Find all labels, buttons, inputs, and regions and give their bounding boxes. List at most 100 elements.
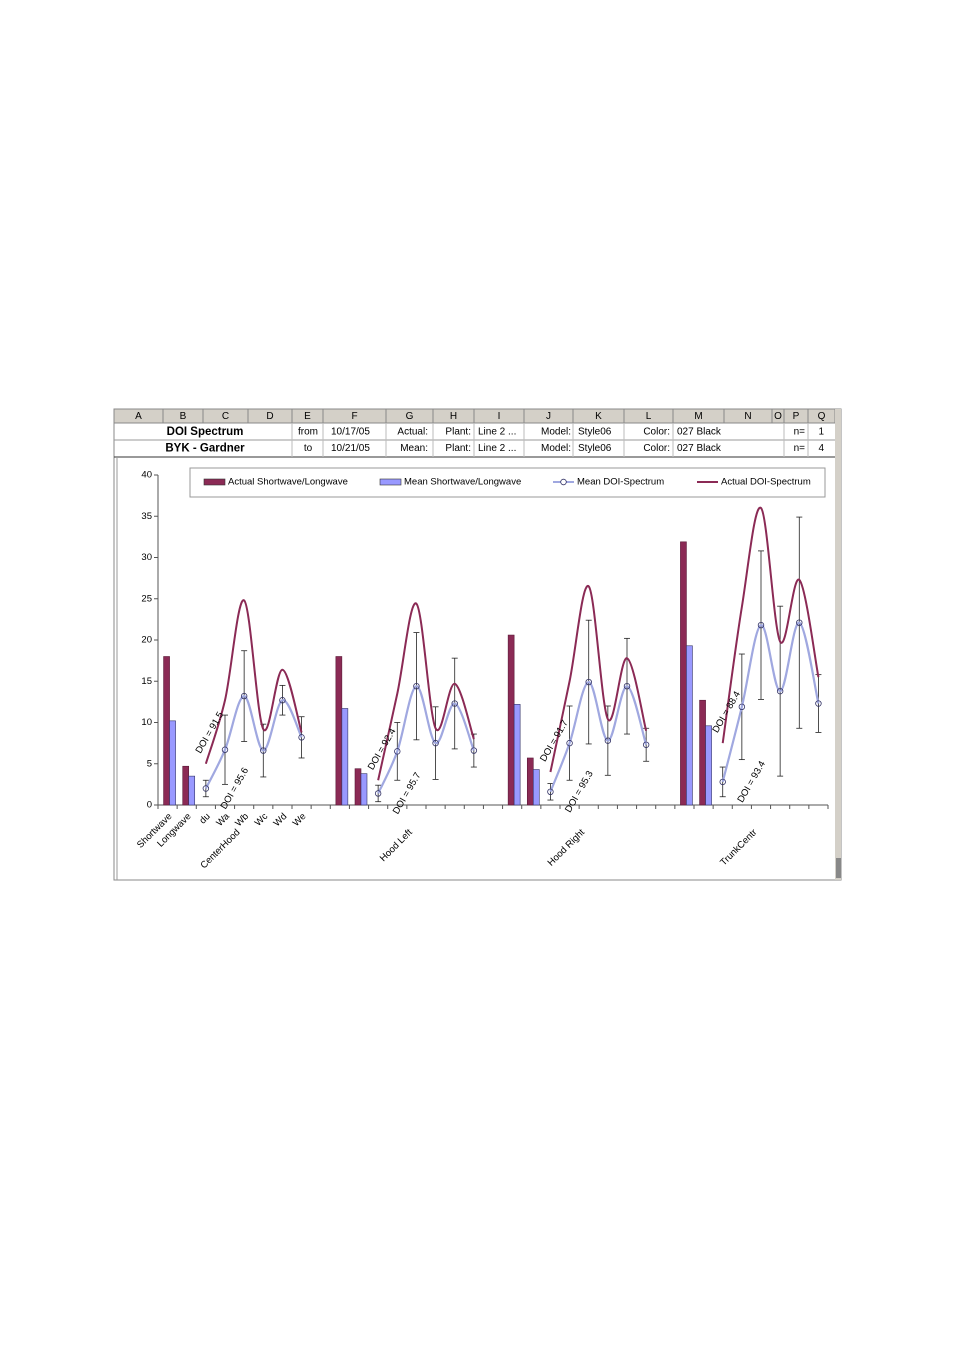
scroll-thumb[interactable] xyxy=(836,858,841,878)
scrollbar[interactable] xyxy=(835,409,841,880)
column-header: C xyxy=(222,411,229,422)
column-header: P xyxy=(793,411,800,422)
point xyxy=(240,692,248,700)
point xyxy=(738,703,746,711)
bar xyxy=(163,656,170,806)
y-tick-label: 15 xyxy=(141,676,152,687)
legend-label: Mean DOI-Spectrum xyxy=(577,477,664,488)
cell: BYK - Gardner xyxy=(165,443,245,455)
cell: Plant: xyxy=(445,427,471,438)
cell: 027 Black xyxy=(677,443,722,454)
bar xyxy=(699,699,706,806)
cell: Plant: xyxy=(445,443,471,454)
point xyxy=(815,700,822,707)
cell: 027 Black xyxy=(677,427,722,438)
legend-label: Actual DOI-Spectrum xyxy=(721,477,811,488)
column-header: B xyxy=(180,411,187,422)
cell: Model: xyxy=(541,443,571,454)
series-line xyxy=(204,506,820,781)
point xyxy=(757,621,765,629)
cell: 1 xyxy=(818,427,824,438)
cell: Style06 xyxy=(578,427,612,438)
series-line xyxy=(204,621,820,794)
legend-marker xyxy=(560,478,567,486)
y-tick-label: 25 xyxy=(141,593,152,604)
legend-swatch xyxy=(203,478,226,486)
point xyxy=(413,683,420,690)
point xyxy=(432,739,439,747)
y-tick-label: 30 xyxy=(141,552,152,563)
bar xyxy=(526,757,534,806)
cell: 4 xyxy=(818,443,824,454)
point xyxy=(221,746,229,753)
cell: Line 2 ... xyxy=(478,427,516,438)
cell: to xyxy=(304,443,313,454)
point xyxy=(260,747,267,754)
bar xyxy=(341,708,349,806)
y-tick-label: 35 xyxy=(141,511,152,522)
legend-label: Mean Shortwave/Longwave xyxy=(404,477,521,488)
point xyxy=(470,747,478,754)
column-header: O xyxy=(774,411,782,422)
column-header: F xyxy=(351,411,357,422)
column-header: E xyxy=(304,411,311,422)
column-header: M xyxy=(694,411,702,422)
point xyxy=(279,697,286,704)
bar xyxy=(354,768,362,806)
point xyxy=(642,741,650,748)
cell: Model: xyxy=(541,427,571,438)
bar xyxy=(680,541,687,806)
cell: Mean: xyxy=(400,443,428,454)
column-header: L xyxy=(646,411,652,422)
bar xyxy=(360,773,368,806)
legend-swatch xyxy=(379,478,402,486)
bar xyxy=(507,634,515,806)
column-header: H xyxy=(450,411,457,422)
column-header: N xyxy=(744,411,751,422)
cell: Line 2 ... xyxy=(478,443,516,454)
bar xyxy=(532,769,540,806)
point xyxy=(298,734,305,741)
legend-box xyxy=(189,467,826,498)
bar xyxy=(513,704,521,806)
point xyxy=(374,790,382,797)
column-header: J xyxy=(546,411,551,422)
y-tick-label: 0 xyxy=(147,800,152,811)
column-header: A xyxy=(135,411,142,422)
bar xyxy=(335,656,343,806)
point xyxy=(202,785,210,792)
point xyxy=(604,737,612,744)
column-header: K xyxy=(595,411,602,422)
bar xyxy=(188,775,196,806)
cell: from xyxy=(298,427,318,438)
point xyxy=(566,739,573,747)
column-header: D xyxy=(266,411,273,422)
y-tick-label: 40 xyxy=(141,470,152,481)
point xyxy=(796,619,803,626)
point xyxy=(394,748,401,755)
point xyxy=(776,687,784,695)
point xyxy=(451,700,458,707)
point xyxy=(547,788,554,795)
y-tick-label: 5 xyxy=(147,758,152,769)
point xyxy=(585,678,592,686)
cell: Color: xyxy=(643,443,670,454)
cell: 10/21/05 xyxy=(331,443,370,454)
bar xyxy=(182,765,190,806)
point xyxy=(623,683,631,690)
column-header: Q xyxy=(818,411,826,422)
point xyxy=(719,778,726,786)
y-tick-label: 10 xyxy=(141,717,152,728)
cell: n= xyxy=(794,443,806,454)
column-header: G xyxy=(406,411,414,422)
bar xyxy=(686,645,693,806)
bar xyxy=(169,720,176,806)
cell: Style06 xyxy=(578,443,612,454)
cell: Color: xyxy=(643,427,670,438)
cell: Actual: xyxy=(397,427,428,438)
bar xyxy=(705,725,712,806)
y-tick-label: 20 xyxy=(141,635,152,646)
cell: n= xyxy=(794,427,806,438)
